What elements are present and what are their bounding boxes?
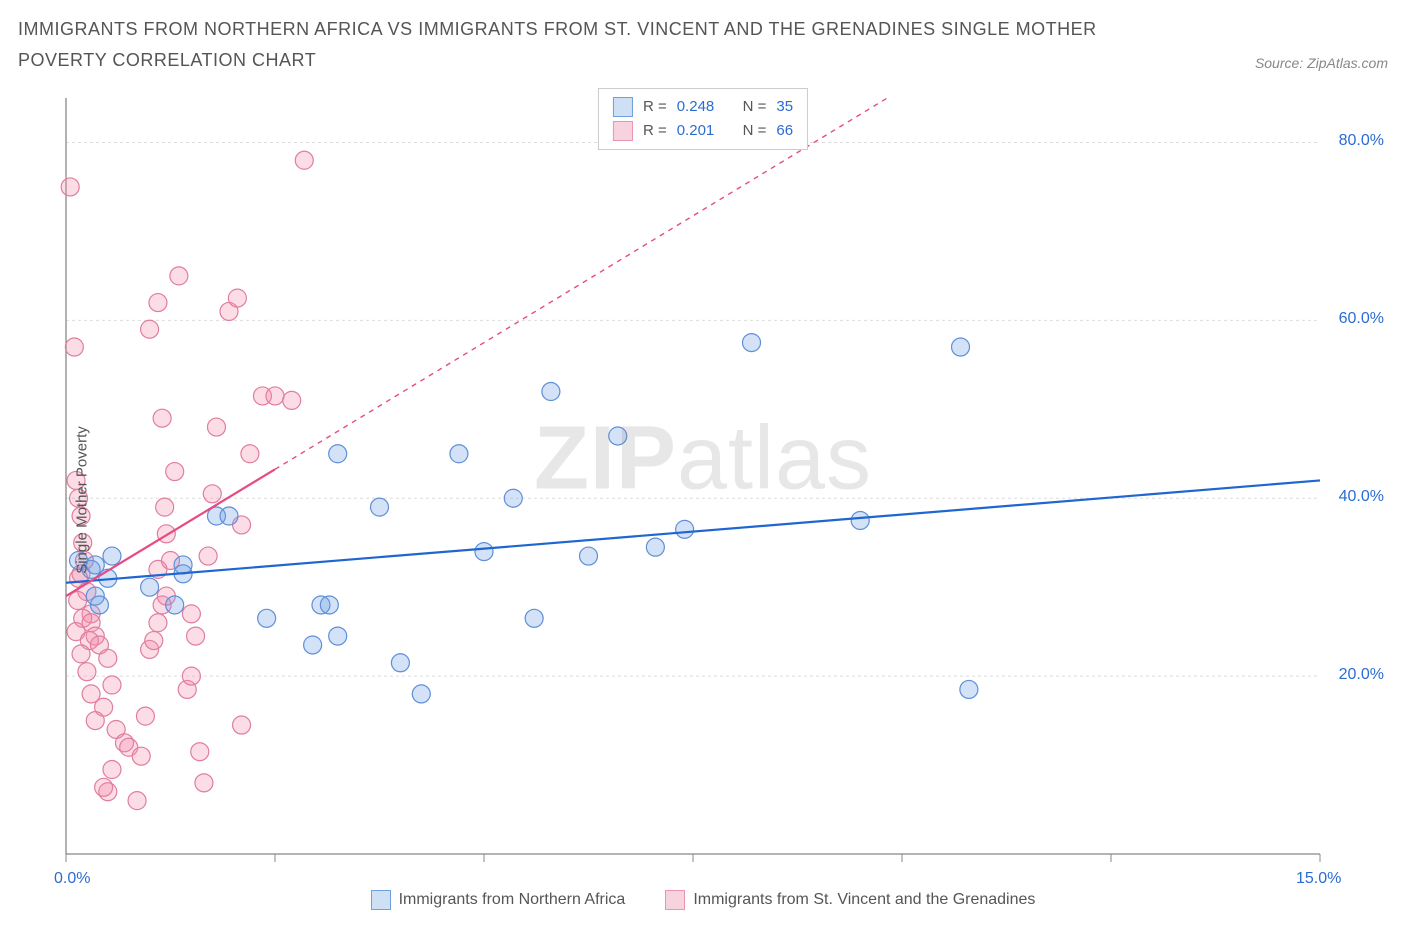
legend-row: R = 0.248 N = 35 xyxy=(613,95,793,119)
legend-series: Immigrants from St. Vincent and the Gren… xyxy=(665,890,1035,910)
chart-title: IMMIGRANTS FROM NORTHERN AFRICA VS IMMIG… xyxy=(18,14,1118,75)
source-attribution: Source: ZipAtlas.com xyxy=(1255,55,1388,75)
y-tick-label: 40.0% xyxy=(1339,488,1384,506)
legend-series: Immigrants from Northern Africa xyxy=(371,890,626,910)
x-tick-label: 0.0% xyxy=(54,870,90,888)
y-tick-label: 20.0% xyxy=(1339,666,1384,684)
legend-row: R = 0.201 N = 66 xyxy=(613,119,793,143)
y-tick-label: 60.0% xyxy=(1339,310,1384,328)
y-tick-label: 80.0% xyxy=(1339,132,1384,150)
y-axis-label: Single Mother Poverty xyxy=(73,426,90,574)
correlation-legend: R = 0.248 N = 35R = 0.201 N = 66 xyxy=(598,88,808,150)
x-tick-label: 15.0% xyxy=(1296,870,1341,888)
series-legend: Immigrants from Northern Africa Immigrant… xyxy=(18,890,1388,910)
scatter-chart xyxy=(18,88,1388,912)
